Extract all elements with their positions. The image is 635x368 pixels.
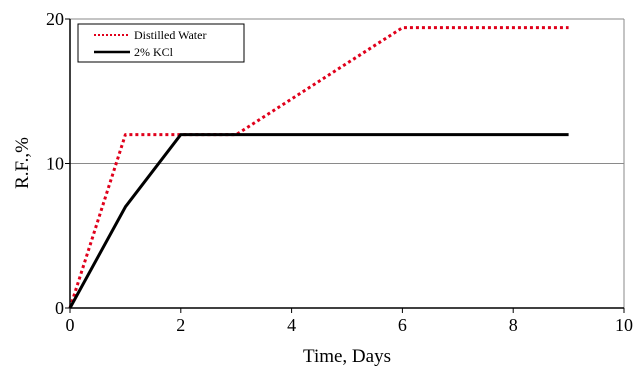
ticks-layer: 0 2 4 6 8 10 0 10 20 — [46, 9, 633, 335]
x-tick-label: 2 — [176, 315, 185, 335]
legend-label-kcl: 2% KCl — [134, 45, 174, 59]
legend-label-distilled-water: Distilled Water — [134, 28, 206, 42]
x-tick-label: 6 — [398, 315, 407, 335]
series-layer — [68, 26, 569, 309]
x-tick-label: 8 — [509, 315, 518, 335]
x-axis-label: Time, Days — [303, 346, 391, 367]
y-axis-label: R.F.,% — [12, 137, 33, 189]
y-tick-label: 20 — [46, 9, 64, 29]
x-tick-label: 0 — [66, 315, 75, 335]
series-line-distilled-water — [68, 26, 569, 309]
y-tick-label: 10 — [46, 154, 64, 174]
y-tick-label: 0 — [55, 298, 64, 318]
legend-box — [77, 23, 245, 63]
legend: Distilled Water 2% KCl — [77, 23, 245, 63]
x-tick-label: 10 — [615, 315, 633, 335]
series-line-kcl — [68, 133, 569, 309]
x-tick-label: 4 — [287, 315, 296, 335]
